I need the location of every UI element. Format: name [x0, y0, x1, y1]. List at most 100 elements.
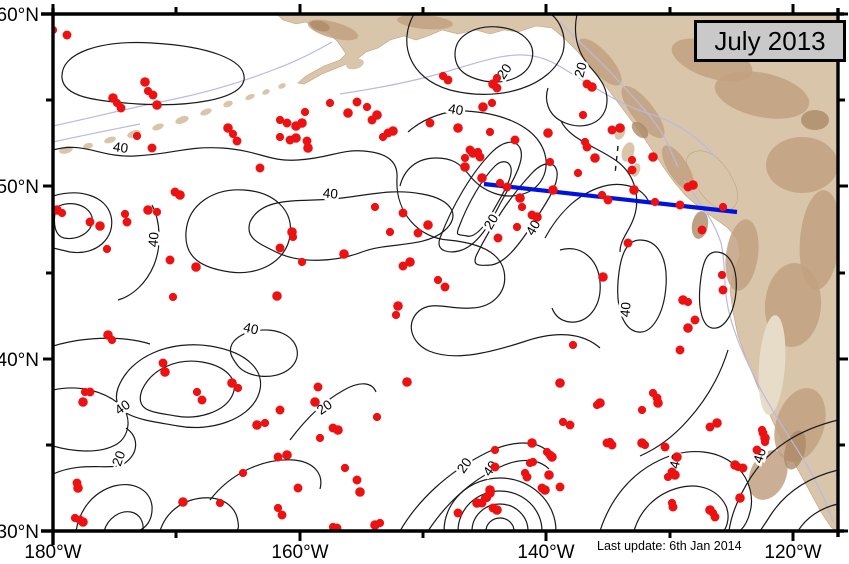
- float-dot: [107, 335, 117, 345]
- float-dot: [653, 398, 663, 408]
- float-dot: [197, 395, 207, 405]
- float-dot: [555, 482, 565, 492]
- float-dot: [492, 73, 502, 83]
- float-dot: [282, 450, 292, 460]
- float-dot: [712, 418, 722, 428]
- lon-label: 160°W: [271, 542, 328, 563]
- float-dot: [158, 358, 168, 368]
- float-dot: [595, 398, 605, 408]
- float-dot: [275, 132, 285, 142]
- contour-line: [617, 239, 667, 333]
- float-dot: [502, 182, 512, 192]
- float-dot: [303, 143, 313, 153]
- float-dot: [385, 227, 395, 237]
- float-dot: [340, 463, 350, 473]
- month-label-box: July 2013: [694, 20, 846, 62]
- float-dot: [370, 202, 380, 212]
- contour-label: 20: [454, 455, 475, 476]
- float-dot: [607, 440, 617, 450]
- contour-line: [454, 26, 534, 83]
- contour-line: [438, 141, 522, 253]
- contour-label: 40: [617, 301, 633, 317]
- float-dot: [232, 136, 242, 146]
- relief-shading: [661, 145, 695, 191]
- float-dot: [690, 315, 700, 325]
- float-dot: [277, 510, 287, 520]
- float-dot: [515, 193, 525, 203]
- float-dot: [510, 135, 520, 145]
- float-dot: [475, 152, 485, 162]
- float-dot: [440, 282, 450, 292]
- float-dot: [648, 152, 658, 162]
- float-dot: [540, 485, 550, 495]
- float-dot: [522, 472, 532, 482]
- float-dot: [582, 142, 592, 152]
- contour-line: [209, 459, 322, 501]
- float-dot: [547, 452, 557, 462]
- float-dot: [85, 217, 95, 227]
- float-dot: [495, 178, 505, 188]
- relief-shading: [748, 450, 788, 500]
- float-dot: [78, 517, 88, 527]
- float-dot: [352, 475, 362, 485]
- lat-label: 40°N: [0, 350, 39, 371]
- float-dot: [493, 233, 503, 243]
- float-dot: [718, 202, 728, 212]
- float-dot: [668, 502, 678, 512]
- float-dot: [735, 493, 745, 503]
- float-dot: [325, 98, 335, 108]
- float-dot: [122, 217, 132, 227]
- shelf-contour: [559, 21, 679, 168]
- contour-line-dashed: [614, 145, 619, 175]
- float-dot: [275, 115, 285, 125]
- contour-line: [53, 337, 151, 347]
- island: [59, 146, 73, 154]
- float-dot: [683, 297, 693, 307]
- float-dot: [352, 97, 362, 107]
- contour-label: 40: [447, 101, 464, 118]
- float-dot: [132, 131, 142, 141]
- island: [104, 136, 116, 144]
- float-dot: [543, 128, 553, 138]
- float-dot: [603, 195, 613, 205]
- float-dot: [433, 275, 443, 285]
- float-dot: [78, 397, 88, 407]
- float-dot: [517, 202, 527, 212]
- float-dot: [165, 255, 175, 265]
- float-dot: [252, 420, 262, 430]
- contour-line: [759, 469, 838, 531]
- contour-label: 20: [109, 449, 128, 468]
- contour-line: [560, 120, 638, 253]
- float-dot: [152, 100, 162, 110]
- island: [346, 58, 364, 70]
- contour-line: [728, 419, 838, 531]
- contour-label: 20: [571, 61, 589, 79]
- float-dot: [485, 127, 495, 137]
- float-dot: [555, 378, 565, 388]
- float-dot: [293, 483, 303, 493]
- float-dot: [275, 243, 285, 253]
- contour-line: [115, 344, 262, 429]
- contour-line: [396, 177, 601, 357]
- float-dot: [375, 518, 385, 528]
- float-dot: [650, 197, 660, 207]
- float-dot: [413, 228, 423, 238]
- float-dot: [297, 257, 307, 267]
- island: [245, 93, 255, 101]
- float-dot: [372, 110, 382, 120]
- float-dot: [615, 123, 625, 133]
- float-dot: [490, 445, 500, 455]
- float-dot: [227, 378, 237, 388]
- month-label: July 2013: [714, 25, 826, 56]
- float-dot: [660, 442, 670, 452]
- contour-line: [139, 360, 235, 418]
- contour-line: [53, 427, 137, 475]
- float-dot: [160, 367, 170, 377]
- float-dot: [282, 118, 292, 128]
- contour-line: [443, 477, 557, 531]
- relief-shading: [799, 190, 838, 290]
- contour-label: 40: [322, 185, 338, 201]
- float-dot: [629, 185, 639, 195]
- float-dot: [333, 425, 343, 435]
- float-dot: [705, 422, 715, 432]
